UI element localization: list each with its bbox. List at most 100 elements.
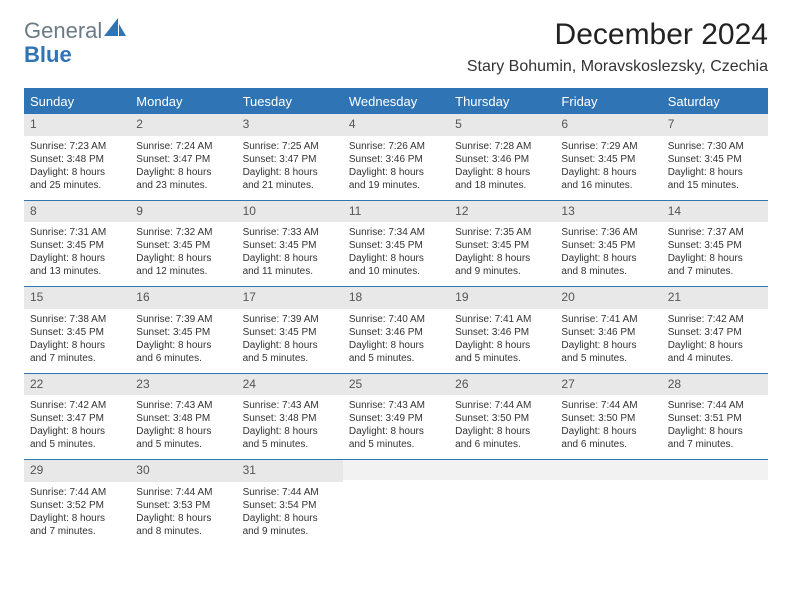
sunrise-line: Sunrise: 7:28 AM: [455, 140, 549, 153]
sunset-value: 3:45 PM: [598, 240, 635, 251]
sunset-line: Sunset: 3:47 PM: [30, 412, 124, 425]
day-number: 4: [343, 114, 449, 136]
day-details: Sunrise: 7:25 AMSunset: 3:47 PMDaylight:…: [237, 136, 343, 200]
day-details: Sunrise: 7:29 AMSunset: 3:45 PMDaylight:…: [555, 136, 661, 200]
day-details: Sunrise: 7:36 AMSunset: 3:45 PMDaylight:…: [555, 222, 661, 286]
day-number: 12: [449, 201, 555, 223]
sunset-line: Sunset: 3:45 PM: [561, 153, 655, 166]
sunrise-line: Sunrise: 7:23 AM: [30, 140, 124, 153]
day-number: 27: [555, 374, 661, 396]
sunrise-line: Sunrise: 7:38 AM: [30, 313, 124, 326]
sunset-value: 3:48 PM: [173, 413, 210, 424]
sunset-value: 3:45 PM: [492, 240, 529, 251]
daylight-line: Daylight: 8 hours and 23 minutes.: [136, 166, 230, 192]
sunset-value: 3:52 PM: [67, 500, 104, 511]
calendar-week: 22Sunrise: 7:42 AMSunset: 3:47 PMDayligh…: [24, 373, 768, 460]
day-details: Sunrise: 7:44 AMSunset: 3:50 PMDaylight:…: [555, 395, 661, 459]
sunset-line: Sunset: 3:45 PM: [136, 239, 230, 252]
sunrise-line: Sunrise: 7:41 AM: [561, 313, 655, 326]
sunrise-value: 7:41 AM: [601, 314, 638, 325]
daylight-value: 8 hours and 7 minutes.: [668, 426, 743, 450]
sunset-value: 3:47 PM: [279, 154, 316, 165]
daylight-value: 8 hours and 7 minutes.: [668, 253, 743, 277]
sunrise-line: Sunrise: 7:44 AM: [561, 399, 655, 412]
daylight-line: Daylight: 8 hours and 7 minutes.: [668, 425, 762, 451]
calendar-day-cell: 18Sunrise: 7:40 AMSunset: 3:46 PMDayligh…: [343, 287, 449, 373]
sunset-value: 3:46 PM: [386, 327, 423, 338]
weekday-label: Wednesday: [343, 90, 449, 113]
daylight-value: 8 hours and 8 minutes.: [136, 513, 211, 537]
sunrise-line: Sunrise: 7:30 AM: [668, 140, 762, 153]
sunrise-line: Sunrise: 7:44 AM: [243, 486, 337, 499]
sunset-line: Sunset: 3:46 PM: [455, 153, 549, 166]
sunset-value: 3:45 PM: [67, 327, 104, 338]
day-number: 3: [237, 114, 343, 136]
sunset-value: 3:46 PM: [598, 327, 635, 338]
sunrise-value: 7:38 AM: [69, 314, 106, 325]
sunset-value: 3:47 PM: [704, 327, 741, 338]
sunset-value: 3:45 PM: [279, 327, 316, 338]
day-details: Sunrise: 7:44 AMSunset: 3:54 PMDaylight:…: [237, 482, 343, 546]
weekday-label: Sunday: [24, 90, 130, 113]
sunset-line: Sunset: 3:45 PM: [243, 326, 337, 339]
day-number: 17: [237, 287, 343, 309]
page-title: December 2024: [467, 18, 768, 52]
daylight-line: Daylight: 8 hours and 7 minutes.: [30, 339, 124, 365]
daylight-value: 8 hours and 5 minutes.: [243, 340, 318, 364]
calendar-day-cell: 20Sunrise: 7:41 AMSunset: 3:46 PMDayligh…: [555, 287, 661, 373]
day-details: Sunrise: 7:39 AMSunset: 3:45 PMDaylight:…: [237, 309, 343, 373]
sunset-value: 3:46 PM: [492, 327, 529, 338]
calendar-day-cell: 6Sunrise: 7:29 AMSunset: 3:45 PMDaylight…: [555, 114, 661, 200]
day-number: 21: [662, 287, 768, 309]
sunrise-line: Sunrise: 7:26 AM: [349, 140, 443, 153]
day-number: 13: [555, 201, 661, 223]
calendar-day-cell: 28Sunrise: 7:44 AMSunset: 3:51 PMDayligh…: [662, 374, 768, 460]
sunrise-line: Sunrise: 7:40 AM: [349, 313, 443, 326]
day-number: 16: [130, 287, 236, 309]
daylight-value: 8 hours and 8 minutes.: [561, 253, 636, 277]
day-details: Sunrise: 7:44 AMSunset: 3:52 PMDaylight:…: [24, 482, 130, 546]
sunrise-value: 7:30 AM: [707, 141, 744, 152]
sunset-line: Sunset: 3:50 PM: [561, 412, 655, 425]
day-details: Sunrise: 7:33 AMSunset: 3:45 PMDaylight:…: [237, 222, 343, 286]
daylight-value: 8 hours and 5 minutes.: [30, 426, 105, 450]
sunrise-value: 7:33 AM: [282, 227, 319, 238]
header: General Blue December 2024 Stary Bohumin…: [24, 18, 768, 84]
day-number: [449, 460, 555, 480]
sunset-value: 3:45 PM: [704, 240, 741, 251]
day-number: 9: [130, 201, 236, 223]
sunrise-value: 7:44 AM: [707, 400, 744, 411]
sunrise-value: 7:43 AM: [388, 400, 425, 411]
sunrise-value: 7:32 AM: [176, 227, 213, 238]
sunset-line: Sunset: 3:51 PM: [668, 412, 762, 425]
daylight-line: Daylight: 8 hours and 13 minutes.: [30, 252, 124, 278]
calendar-day-cell: [662, 460, 768, 546]
day-details: Sunrise: 7:41 AMSunset: 3:46 PMDaylight:…: [449, 309, 555, 373]
day-details: Sunrise: 7:31 AMSunset: 3:45 PMDaylight:…: [24, 222, 130, 286]
calendar-day-cell: 15Sunrise: 7:38 AMSunset: 3:45 PMDayligh…: [24, 287, 130, 373]
day-number: 11: [343, 201, 449, 223]
day-number: 31: [237, 460, 343, 482]
calendar-day-cell: 17Sunrise: 7:39 AMSunset: 3:45 PMDayligh…: [237, 287, 343, 373]
daylight-line: Daylight: 8 hours and 7 minutes.: [668, 252, 762, 278]
day-details: Sunrise: 7:42 AMSunset: 3:47 PMDaylight:…: [24, 395, 130, 459]
sunrise-line: Sunrise: 7:44 AM: [30, 486, 124, 499]
sunset-line: Sunset: 3:46 PM: [349, 153, 443, 166]
day-details: Sunrise: 7:37 AMSunset: 3:45 PMDaylight:…: [662, 222, 768, 286]
daylight-value: 8 hours and 6 minutes.: [561, 426, 636, 450]
day-details: [449, 480, 555, 532]
sunrise-line: Sunrise: 7:25 AM: [243, 140, 337, 153]
daylight-value: 8 hours and 6 minutes.: [455, 426, 530, 450]
sunset-line: Sunset: 3:47 PM: [668, 326, 762, 339]
day-details: Sunrise: 7:30 AMSunset: 3:45 PMDaylight:…: [662, 136, 768, 200]
daylight-line: Daylight: 8 hours and 5 minutes.: [243, 339, 337, 365]
daylight-value: 8 hours and 19 minutes.: [349, 167, 424, 191]
day-details: Sunrise: 7:32 AMSunset: 3:45 PMDaylight:…: [130, 222, 236, 286]
daylight-value: 8 hours and 5 minutes.: [561, 340, 636, 364]
daylight-line: Daylight: 8 hours and 15 minutes.: [668, 166, 762, 192]
sunset-line: Sunset: 3:46 PM: [349, 326, 443, 339]
brand-logo: General Blue: [24, 18, 128, 66]
sunset-value: 3:45 PM: [598, 154, 635, 165]
daylight-value: 8 hours and 23 minutes.: [136, 167, 211, 191]
sunset-value: 3:48 PM: [279, 413, 316, 424]
